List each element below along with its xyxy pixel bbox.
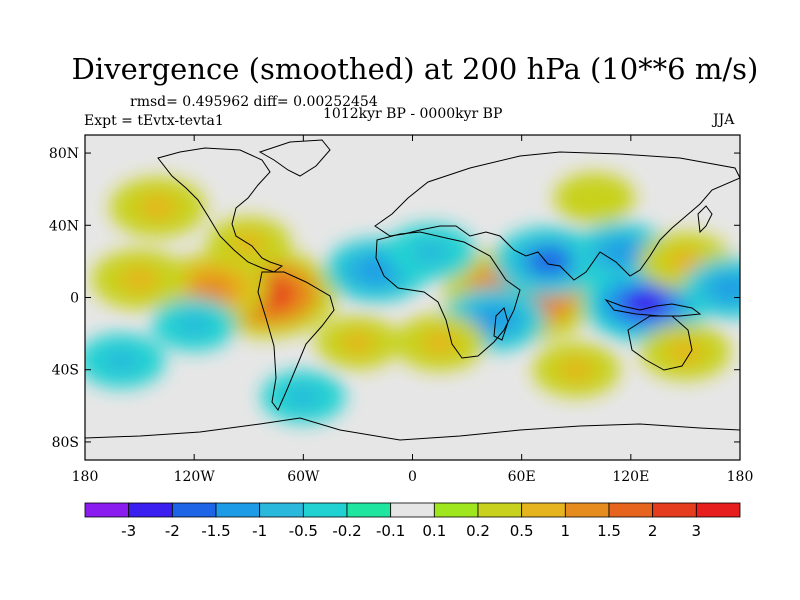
colorbar-label: -1.5 — [201, 522, 230, 540]
colorbar-label: 3 — [692, 522, 702, 540]
lon-tick-label: 180 — [72, 469, 99, 485]
colorbar-label: 1.5 — [597, 522, 621, 540]
colorbar-label: -0.5 — [289, 522, 318, 540]
colorbar-box — [477, 502, 523, 518]
lat-tick-label: 80N — [49, 146, 79, 162]
field-blob-core — [667, 340, 704, 363]
coast-japan — [697, 205, 713, 234]
colorbar-box — [695, 502, 741, 518]
colorbar-label: 1 — [561, 522, 571, 540]
colorbar-label: 2 — [648, 522, 658, 540]
field-blob-core — [473, 306, 515, 332]
lon-tick-label: 60E — [508, 469, 536, 485]
coast-africa — [375, 231, 521, 359]
colorbar-label: 0.2 — [466, 522, 490, 540]
map-area: 180 120W 60W 0 60E 120E 180 80N 40N 0 40S 80S — [49, 134, 753, 485]
field-blob-core — [286, 386, 321, 408]
field-blob-core — [421, 331, 458, 354]
period-text: 1012kyr BP - 0000kyr BP — [323, 106, 503, 122]
colorbar-box — [390, 502, 435, 518]
lon-tick-label: 60W — [287, 469, 320, 485]
coast-madagascar — [493, 307, 509, 341]
colorbar-label: -1 — [252, 522, 267, 540]
colorbar-label: 0.5 — [510, 522, 534, 540]
colorbar-box — [259, 502, 304, 518]
colorbar-box — [171, 502, 217, 518]
field-blob-core — [341, 332, 375, 354]
colorbar-label: -2 — [165, 522, 180, 540]
field-blob-core — [177, 314, 211, 336]
colorbar-label: -0.2 — [332, 522, 361, 540]
colorbar-box — [215, 502, 261, 518]
lon-tick-label: 120E — [612, 469, 649, 485]
colorbar-label: -0.1 — [376, 522, 405, 540]
colorbar-box — [521, 502, 566, 518]
lat-tick-label: 40S — [52, 363, 79, 379]
field-blob-core — [711, 276, 740, 301]
colorbar-box — [608, 502, 654, 518]
coast-indonesia — [604, 298, 702, 317]
stats-text: rmsd= 0.495962 diff= 0.00252454 — [130, 94, 378, 110]
lon-tick-label: 0 — [408, 469, 417, 485]
colorbar-box — [302, 502, 348, 518]
colorbar-box — [433, 502, 479, 518]
colorbar-box — [564, 502, 610, 518]
colorbar: -3 -2 -1.5 -1 -0.5 -0.2 -0.1 0.1 0.2 0.5 1 1.5 2 3 — [84, 502, 741, 540]
field-blob-core — [190, 274, 235, 303]
field-blob-core — [412, 241, 449, 264]
divergence-field — [85, 172, 740, 424]
lat-tick-label: 0 — [70, 291, 79, 307]
coast-north-america — [157, 147, 284, 273]
plot-title: Divergence (smoothed) at 200 hPa (10**6 … — [71, 52, 759, 86]
coast-greenland — [258, 139, 331, 177]
field-blob-core — [103, 349, 139, 372]
field-blob-core — [558, 358, 594, 381]
season-text: JJA — [713, 112, 735, 128]
field-blob-core — [620, 287, 671, 319]
lon-tick-label: 180 — [727, 469, 754, 485]
coast-eurasia — [374, 151, 740, 281]
lat-tick-label: 80S — [52, 435, 79, 451]
axis-ticks: 180 120W 60W 0 60E 120E 180 80N 40N 0 40S 80S — [49, 135, 753, 485]
coastlines — [85, 139, 740, 441]
field-blob-core — [666, 249, 705, 274]
colorbar-label: -3 — [121, 522, 136, 540]
field-blob-core — [120, 267, 159, 292]
field-blob-core — [355, 257, 397, 284]
coast-south-america — [257, 271, 335, 411]
field-blob-core — [231, 232, 266, 254]
experiment-text: Expt = tEvtx-tevta1 — [84, 113, 224, 129]
colorbar-label: 0.1 — [422, 522, 446, 540]
colorbar-box — [128, 502, 173, 518]
colorbar-box — [84, 502, 130, 518]
field-blob-core — [138, 195, 177, 220]
field-blob-core — [602, 240, 641, 265]
field-blob-core — [578, 187, 611, 209]
colorbar-box — [652, 502, 697, 518]
field-blob-core — [526, 247, 572, 276]
colorbar-box — [346, 502, 392, 518]
lon-tick-label: 120W — [174, 469, 216, 485]
coast-antarctica — [85, 417, 740, 441]
lat-tick-label: 40N — [49, 218, 79, 234]
